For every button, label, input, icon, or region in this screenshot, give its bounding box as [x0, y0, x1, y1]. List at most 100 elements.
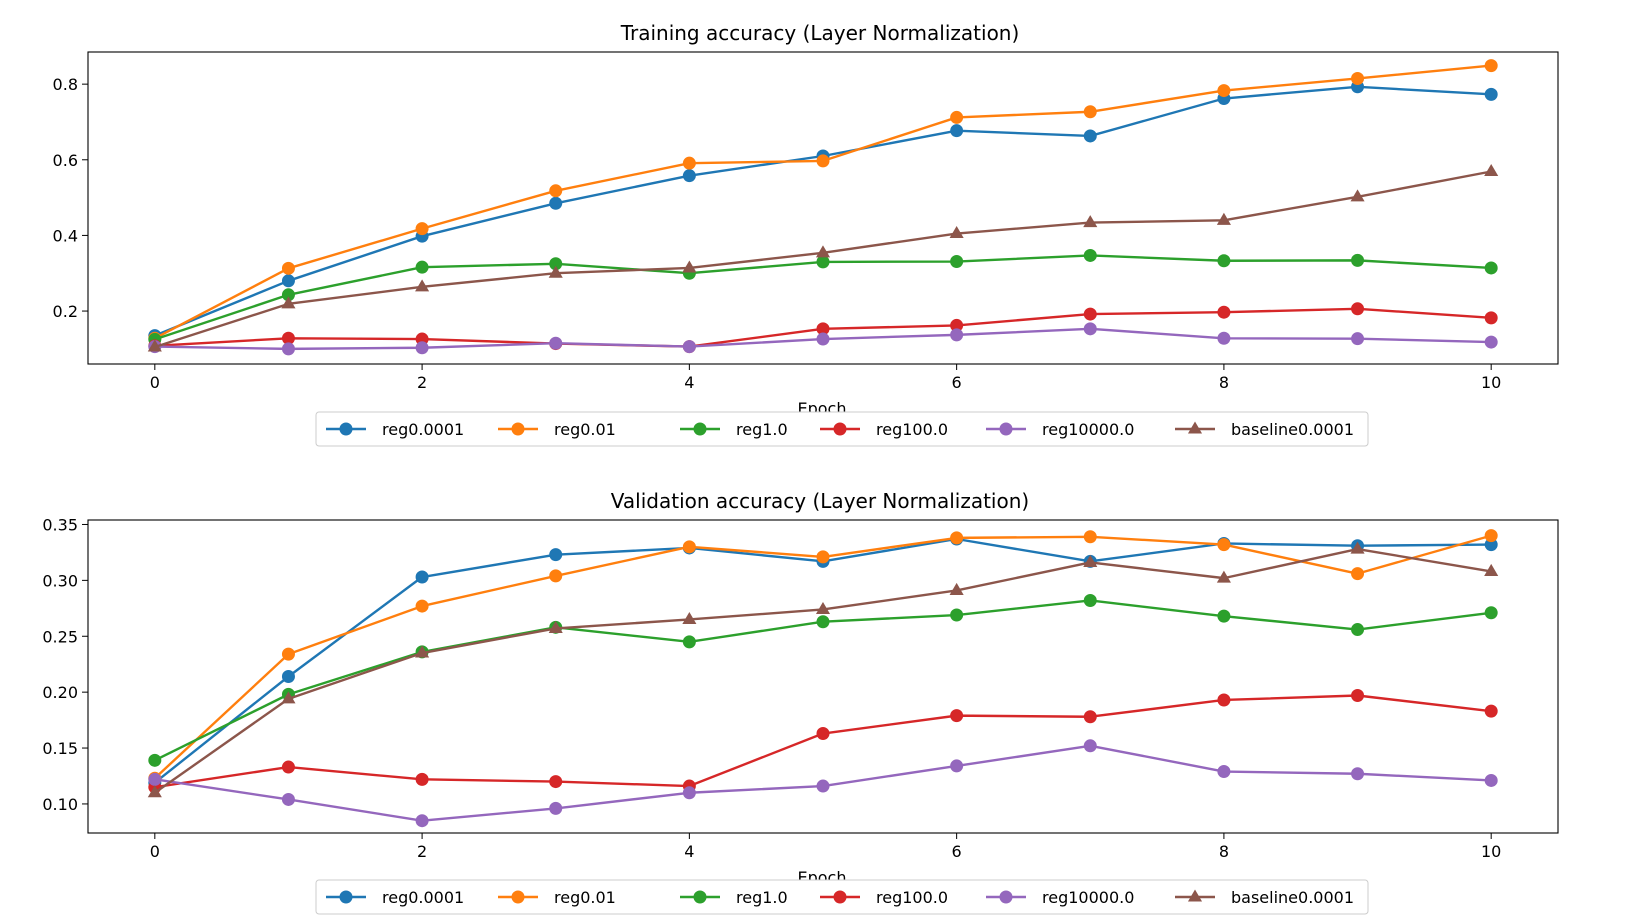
data-point	[950, 255, 964, 269]
legend-label: baseline0.0001	[1231, 888, 1354, 907]
legend-item-reg10000.0: reg10000.0	[986, 420, 1134, 439]
axes: 0 2 4 6 8 10 0.2 0.4 0.6 0.8	[53, 75, 1502, 392]
data-point	[147, 339, 162, 352]
data-point	[816, 779, 830, 793]
data-point	[1083, 530, 1097, 544]
series-line	[154, 64, 1492, 340]
data-point	[1351, 567, 1365, 581]
data-point	[682, 260, 697, 273]
x-tick-label: 10	[1481, 373, 1501, 392]
x-tick-label: 8	[1219, 373, 1229, 392]
data-point	[682, 169, 696, 183]
y-tick-label: 0.10	[42, 795, 78, 814]
data-point	[816, 332, 830, 346]
data-point	[1083, 739, 1097, 753]
legend-label: reg100.0	[876, 420, 948, 439]
data-point	[415, 814, 429, 828]
data-point	[549, 801, 563, 815]
legend-item-reg0.01: reg0.01	[498, 420, 616, 439]
data-point	[1484, 335, 1498, 349]
data-point	[415, 341, 429, 355]
x-tick-label: 6	[952, 842, 962, 861]
y-tick-label: 0.2	[53, 302, 78, 321]
data-point	[281, 296, 296, 309]
series-baseline0.0001	[147, 541, 1499, 798]
series-reg100.0	[148, 689, 1498, 794]
data-point	[1083, 129, 1097, 143]
data-point	[1484, 606, 1498, 620]
legend-item-baseline0.0001: baseline0.0001	[1175, 420, 1354, 439]
data-point	[1083, 322, 1097, 336]
data-point	[1484, 563, 1499, 576]
data-point	[281, 670, 295, 683]
legend-marker	[999, 890, 1013, 904]
y-tick-label: 0.25	[42, 627, 78, 646]
data-point	[816, 615, 830, 629]
data-point	[148, 772, 162, 786]
x-tick-label: 10	[1481, 842, 1501, 861]
data-point	[1484, 59, 1498, 73]
series-line	[154, 547, 1492, 794]
series-reg1.0	[148, 593, 1498, 767]
series-reg10000.0	[148, 739, 1498, 828]
legend-item-reg0.0001: reg0.0001	[326, 888, 464, 907]
x-tick-label: 8	[1219, 842, 1229, 861]
legend-item-reg1.0: reg1.0	[680, 420, 788, 439]
data-point	[415, 599, 429, 613]
legend-item-reg10000.0: reg10000.0	[986, 888, 1134, 907]
data-point	[1083, 215, 1098, 228]
x-tick-label: 0	[150, 842, 160, 861]
data-point	[1350, 541, 1365, 554]
data-point	[281, 647, 295, 661]
data-point	[1217, 609, 1231, 623]
data-point	[1217, 538, 1231, 552]
series-reg0.0001	[148, 532, 1498, 790]
plot-frame	[87, 51, 1559, 365]
legend-marker	[339, 422, 353, 436]
legend-label: reg10000.0	[1042, 888, 1134, 907]
data-point	[1351, 767, 1365, 781]
data-point	[415, 260, 429, 274]
y-tick-label: 0.35	[42, 515, 78, 534]
data-point	[1217, 693, 1231, 707]
data-point	[415, 222, 429, 236]
data-point	[1484, 87, 1498, 101]
data-point	[1351, 623, 1365, 637]
x-tick-label: 6	[952, 373, 962, 392]
data-point	[281, 691, 296, 704]
legend-label: reg0.01	[554, 420, 616, 439]
data-point	[682, 635, 696, 649]
data-point	[1484, 164, 1499, 177]
data-point	[148, 753, 162, 767]
data-point	[1484, 773, 1498, 787]
legend-marker	[999, 422, 1013, 436]
data-point	[1484, 261, 1498, 275]
y-tick-label: 0.30	[42, 571, 78, 590]
data-point	[281, 342, 295, 356]
legend-marker	[1187, 889, 1203, 902]
series-reg10000.0	[148, 322, 1498, 356]
legend-item-reg0.0001: reg0.0001	[326, 420, 464, 439]
chart-title: Training accuracy (Layer Normalization)	[620, 21, 1020, 45]
legend-item-baseline0.0001: baseline0.0001	[1175, 888, 1354, 907]
legend-marker	[511, 422, 525, 436]
series-reg0.01	[148, 59, 1498, 345]
x-tick-label: 4	[684, 842, 694, 861]
legend-item-reg100.0: reg100.0	[820, 888, 948, 907]
data-point	[1351, 689, 1365, 703]
data-point	[950, 531, 964, 545]
validation-accuracy-chart: Validation accuracy (Layer Normalization…	[42, 489, 1559, 915]
data-point	[1217, 331, 1231, 345]
data-point	[281, 261, 295, 275]
y-tick-label: 0.6	[53, 151, 78, 170]
data-point	[1484, 529, 1498, 543]
data-point	[1216, 570, 1231, 583]
data-point	[682, 612, 697, 625]
series-reg0.0001	[148, 80, 1498, 343]
legend-marker	[833, 422, 847, 436]
data-point	[1083, 248, 1097, 262]
data-point	[1217, 305, 1231, 319]
data-point	[1351, 332, 1365, 346]
y-tick-label: 0.4	[53, 226, 78, 245]
data-point	[949, 226, 964, 239]
